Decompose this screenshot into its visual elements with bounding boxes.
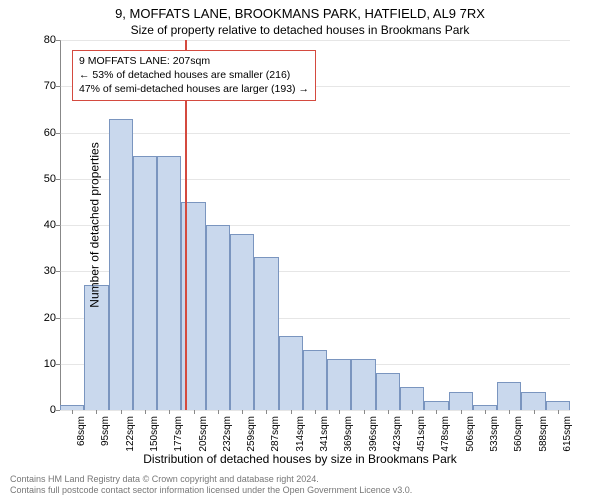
y-tick-label: 20	[44, 312, 56, 324]
histogram-bar	[109, 119, 133, 410]
histogram-bar	[327, 359, 351, 410]
x-tick-mark	[121, 410, 122, 414]
x-tick-label: 232sqm	[222, 416, 233, 456]
grid-line	[60, 40, 570, 41]
x-tick-label: 396sqm	[368, 416, 379, 456]
y-tick-mark	[56, 86, 60, 87]
y-tick-mark	[56, 318, 60, 319]
histogram-bar	[279, 336, 303, 410]
histogram-bar	[303, 350, 327, 410]
x-tick-label: 506sqm	[465, 416, 476, 456]
x-tick-label: 341sqm	[319, 416, 330, 456]
chart-container: 9, MOFFATS LANE, BROOKMANS PARK, HATFIEL…	[0, 0, 600, 500]
x-tick-mark	[72, 410, 73, 414]
x-tick-mark	[145, 410, 146, 414]
tooltip-line-3: 47% of semi-detached houses are larger (…	[79, 82, 309, 96]
x-tick-mark	[339, 410, 340, 414]
x-tick-label: 369sqm	[343, 416, 354, 456]
y-tick-mark	[56, 364, 60, 365]
histogram-bar	[157, 156, 181, 410]
y-tick-mark	[56, 40, 60, 41]
histogram-bar	[424, 401, 448, 410]
x-tick-mark	[436, 410, 437, 414]
y-tick-label: 70	[44, 80, 56, 92]
x-tick-mark	[291, 410, 292, 414]
histogram-bar	[521, 392, 545, 411]
x-tick-label: 122sqm	[125, 416, 136, 456]
chart-title-address: 9, MOFFATS LANE, BROOKMANS PARK, HATFIEL…	[0, 6, 600, 21]
y-tick-mark	[56, 410, 60, 411]
x-tick-label: 478sqm	[440, 416, 451, 456]
x-tick-label: 68sqm	[76, 416, 87, 456]
y-tick-mark	[56, 271, 60, 272]
x-tick-mark	[169, 410, 170, 414]
y-tick-label: 0	[50, 404, 56, 416]
y-tick-mark	[56, 225, 60, 226]
x-tick-label: 287sqm	[270, 416, 281, 456]
histogram-bar	[230, 234, 254, 410]
x-tick-label: 423sqm	[392, 416, 403, 456]
x-tick-label: 451sqm	[416, 416, 427, 456]
histogram-bar	[497, 382, 521, 410]
x-tick-mark	[461, 410, 462, 414]
tooltip-line-1: 9 MOFFATS LANE: 207sqm	[79, 54, 309, 68]
x-tick-mark	[96, 410, 97, 414]
x-tick-mark	[218, 410, 219, 414]
y-axis-label: Number of detached properties	[88, 142, 102, 307]
x-tick-mark	[266, 410, 267, 414]
x-tick-mark	[388, 410, 389, 414]
x-tick-mark	[315, 410, 316, 414]
x-tick-label: 95sqm	[100, 416, 111, 456]
copyright-line-2: Contains full postcode contact sector in…	[10, 485, 412, 496]
y-tick-label: 60	[44, 127, 56, 139]
chart-subtitle: Size of property relative to detached ho…	[0, 23, 600, 37]
y-tick-label: 80	[44, 34, 56, 46]
histogram-bar	[254, 257, 278, 410]
grid-line	[60, 133, 570, 134]
histogram-bar	[400, 387, 424, 410]
y-tick-mark	[56, 133, 60, 134]
x-tick-mark	[509, 410, 510, 414]
marker-tooltip: 9 MOFFATS LANE: 207sqm ← 53% of detached…	[72, 50, 316, 101]
y-tick-label: 40	[44, 219, 56, 231]
x-tick-mark	[485, 410, 486, 414]
tooltip-line-2: ← 53% of detached houses are smaller (21…	[79, 68, 309, 82]
y-tick-label: 10	[44, 358, 56, 370]
copyright-footer: Contains HM Land Registry data © Crown c…	[10, 474, 412, 496]
x-tick-label: 560sqm	[513, 416, 524, 456]
x-tick-label: 177sqm	[173, 416, 184, 456]
x-tick-label: 533sqm	[489, 416, 500, 456]
histogram-bar	[449, 392, 473, 411]
x-tick-label: 588sqm	[538, 416, 549, 456]
y-tick-label: 50	[44, 173, 56, 185]
x-tick-mark	[412, 410, 413, 414]
histogram-bar	[376, 373, 400, 410]
copyright-line-1: Contains HM Land Registry data © Crown c…	[10, 474, 412, 485]
x-tick-mark	[558, 410, 559, 414]
x-tick-mark	[194, 410, 195, 414]
histogram-bar	[206, 225, 230, 410]
x-tick-mark	[364, 410, 365, 414]
x-tick-label: 259sqm	[246, 416, 257, 456]
x-tick-label: 150sqm	[149, 416, 160, 456]
histogram-bar	[546, 401, 570, 410]
x-tick-mark	[242, 410, 243, 414]
histogram-bar	[133, 156, 157, 410]
histogram-bar	[351, 359, 375, 410]
x-tick-label: 314sqm	[295, 416, 306, 456]
x-tick-label: 615sqm	[562, 416, 573, 456]
x-tick-mark	[534, 410, 535, 414]
y-tick-mark	[56, 179, 60, 180]
y-tick-label: 30	[44, 265, 56, 277]
x-tick-label: 205sqm	[198, 416, 209, 456]
